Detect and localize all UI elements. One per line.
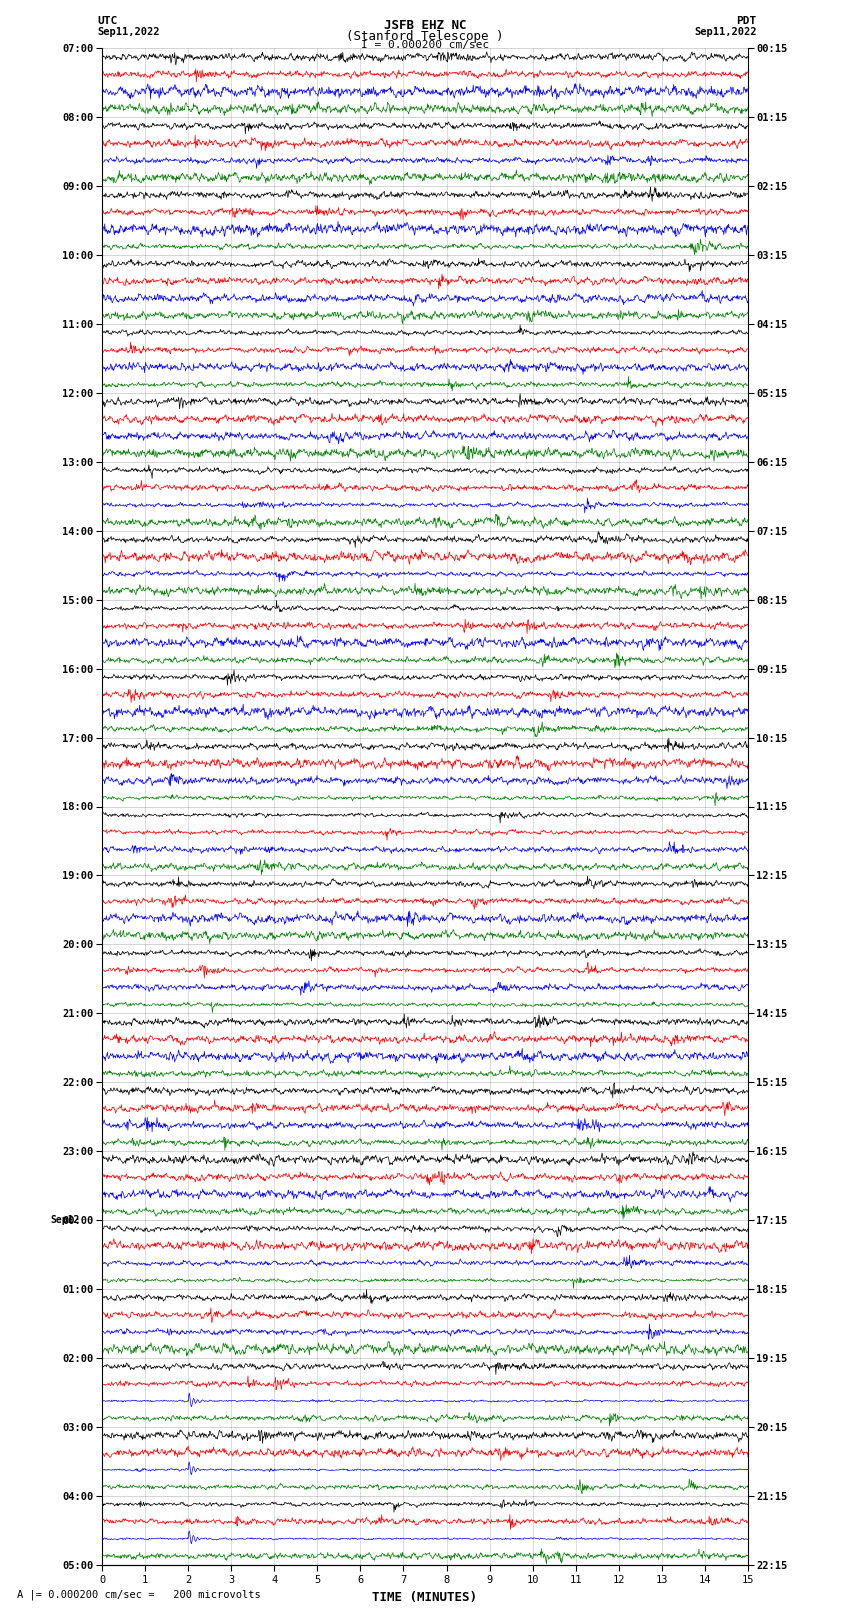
Text: PDT: PDT <box>736 16 756 26</box>
Text: Sep11,2022: Sep11,2022 <box>98 27 161 37</box>
Text: A |= 0.000200 cm/sec =   200 microvolts: A |= 0.000200 cm/sec = 200 microvolts <box>17 1589 261 1600</box>
Text: Sep12: Sep12 <box>50 1215 80 1224</box>
X-axis label: TIME (MINUTES): TIME (MINUTES) <box>372 1590 478 1603</box>
Text: (Stanford Telescope ): (Stanford Telescope ) <box>346 31 504 44</box>
Text: JSFB EHZ NC: JSFB EHZ NC <box>383 18 467 32</box>
Text: UTC: UTC <box>98 16 118 26</box>
Text: I = 0.000200 cm/sec: I = 0.000200 cm/sec <box>361 40 489 50</box>
Text: Sep11,2022: Sep11,2022 <box>694 27 756 37</box>
